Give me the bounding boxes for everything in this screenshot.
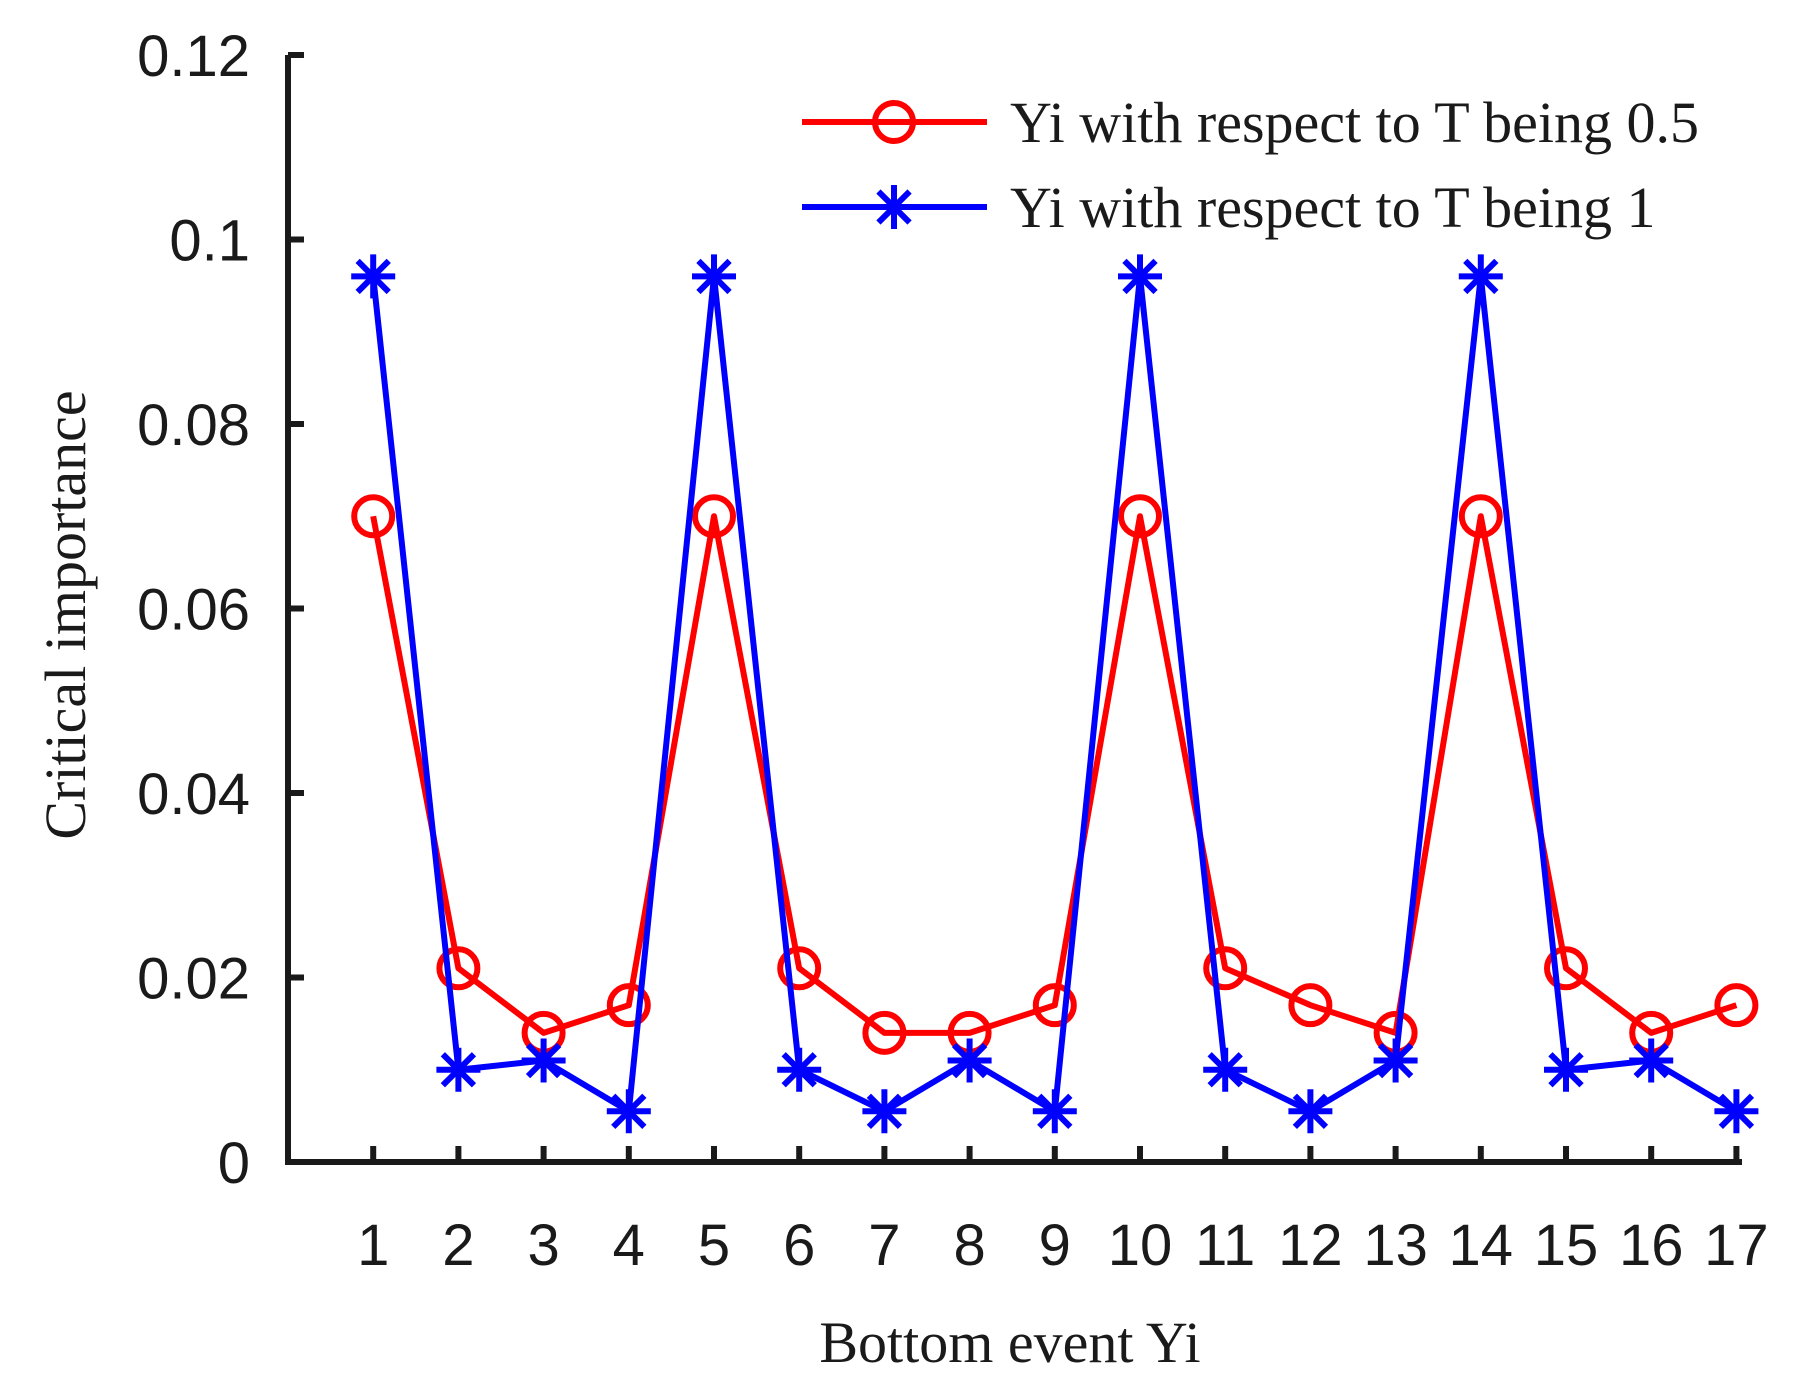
legend-marker-series-2	[872, 185, 916, 229]
y-tick-label: 0.08	[137, 393, 250, 458]
data-point	[606, 983, 651, 1028]
data-point	[436, 1047, 481, 1092]
y-axis-ticks: 0 0.02 0.04 0.06 0.08 0.1 0.12	[137, 24, 304, 1196]
axes	[285, 55, 1742, 1165]
data-point	[947, 1038, 992, 1083]
data-point	[692, 494, 736, 539]
x-tick-label: 6	[783, 1213, 815, 1278]
data-point	[1032, 983, 1077, 1028]
data-point	[1458, 494, 1503, 539]
x-tick-label: 4	[613, 1213, 645, 1278]
data-point	[1458, 254, 1503, 299]
data-point	[1118, 254, 1162, 299]
data-point	[351, 494, 396, 539]
x-tick-label: 5	[698, 1213, 730, 1278]
data-point	[351, 254, 396, 299]
y-tick-label: 0.02	[137, 947, 250, 1012]
x-tick-label: 16	[1619, 1213, 1684, 1278]
data-point	[1203, 946, 1248, 991]
y-tick-label: 0.1	[169, 209, 250, 274]
data-point	[1373, 1038, 1418, 1083]
data-point	[692, 254, 736, 299]
x-tick-label: 7	[868, 1213, 900, 1278]
y-tick-label: 0.04	[137, 762, 250, 827]
data-point	[1544, 1047, 1588, 1092]
data-point	[777, 946, 822, 991]
x-axis-title: Bottom event Yi	[819, 1310, 1200, 1375]
legend-marker-series-1	[872, 100, 916, 144]
x-tick-label: 9	[1039, 1213, 1071, 1278]
data-point	[862, 1089, 907, 1134]
x-tick-label: 10	[1108, 1213, 1173, 1278]
data-point	[1203, 1047, 1248, 1092]
data-point	[1288, 1089, 1333, 1134]
x-tick-label: 2	[442, 1213, 474, 1278]
series-2	[351, 254, 1759, 1134]
x-tick-label: 8	[953, 1213, 985, 1278]
x-tick-label: 15	[1534, 1213, 1599, 1278]
x-tick-label: 14	[1449, 1213, 1514, 1278]
data-point	[777, 1047, 822, 1092]
x-axis-ticks: 1 2 3 4 5 6 7 8 9 10 11 12 13 14 15 16 17	[357, 1146, 1769, 1278]
x-tick-label: 17	[1704, 1213, 1769, 1278]
series-line-1	[370, 513, 1738, 1036]
series-layer	[351, 254, 1759, 1134]
data-point	[1544, 946, 1588, 991]
data-point	[1714, 1089, 1759, 1134]
legend-item-series-2: Yi with respect to T being 1	[802, 175, 1655, 240]
x-tick-label: 12	[1278, 1213, 1343, 1278]
legend: Yi with respect to T being 0.5 Yi with r…	[802, 90, 1699, 240]
data-point	[436, 946, 481, 991]
legend-label-series-1: Yi with respect to T being 0.5	[1010, 90, 1699, 155]
data-point	[1118, 494, 1162, 539]
y-axis-title: Critical importance	[33, 390, 98, 839]
y-tick-label: 0.06	[137, 578, 250, 643]
x-tick-label: 3	[527, 1213, 559, 1278]
legend-item-series-1: Yi with respect to T being 0.5	[802, 90, 1699, 155]
data-point	[606, 1089, 651, 1134]
y-tick-label: 0	[218, 1131, 250, 1196]
data-point	[1288, 983, 1333, 1028]
legend-asterisk-glyph	[872, 185, 916, 229]
x-tick-label: 11	[1195, 1213, 1255, 1278]
y-tick-label: 0.12	[137, 24, 250, 89]
data-point	[1032, 1089, 1077, 1134]
data-point	[1714, 983, 1759, 1028]
data-point	[1629, 1038, 1674, 1083]
legend-label-series-2: Yi with respect to T being 1	[1010, 175, 1655, 240]
x-tick-label: 1	[357, 1213, 389, 1278]
series-1	[351, 494, 1759, 1055]
x-tick-label: 13	[1363, 1213, 1428, 1278]
data-point	[862, 1010, 907, 1055]
data-point	[521, 1038, 566, 1083]
